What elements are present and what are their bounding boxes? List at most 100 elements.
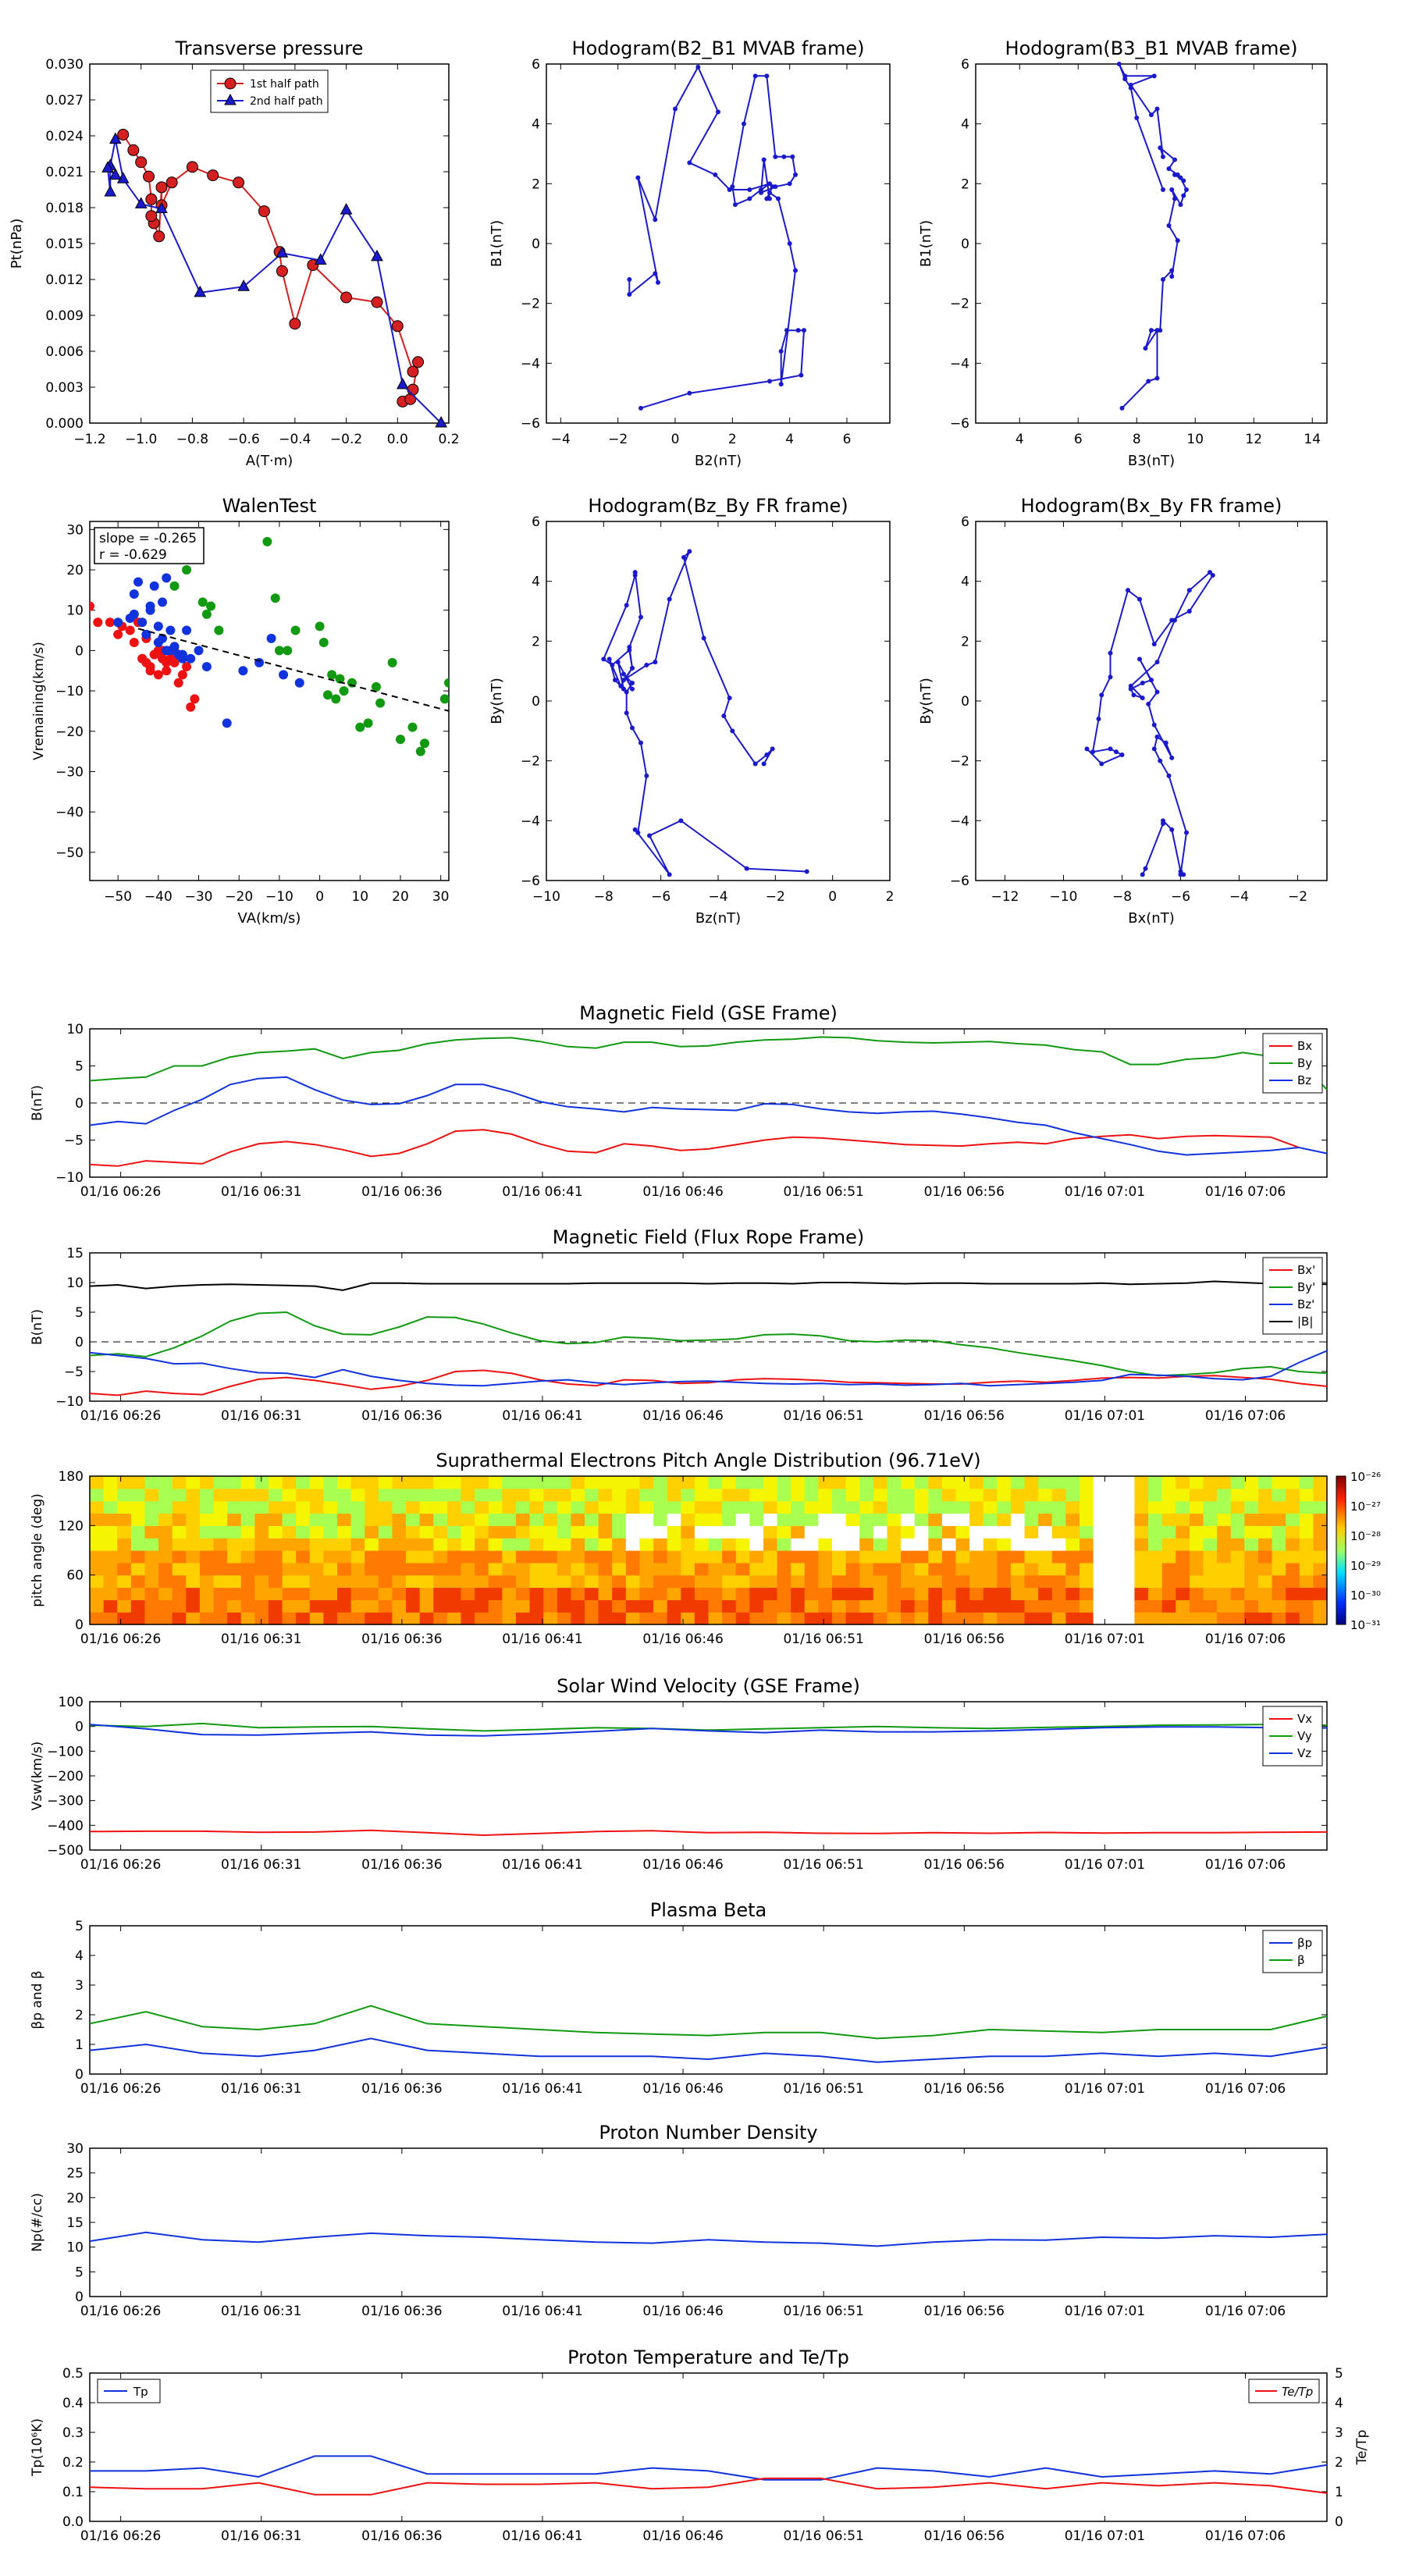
- heatmap-cell: [1244, 1599, 1259, 1613]
- heatmap-cell: [722, 1574, 737, 1589]
- heatmap-cell: [1080, 1500, 1094, 1514]
- heatmap-cell: [1230, 1612, 1245, 1625]
- heatmap-cell: [735, 1574, 750, 1589]
- heatmap-cell: [1189, 1599, 1204, 1613]
- data-point: [371, 249, 383, 262]
- heatmap-cell: [199, 1488, 215, 1502]
- data-point: [790, 154, 795, 159]
- heatmap-cell: [694, 1488, 710, 1502]
- y-tick-label: 120: [59, 1518, 84, 1534]
- y-tick-label: 10: [66, 2240, 84, 2256]
- heatmap-cell: [598, 1587, 613, 1600]
- heatmap-cell: [227, 1612, 242, 1625]
- y-axis-label: B1(nT): [489, 220, 505, 267]
- heatmap-cell: [186, 1513, 201, 1526]
- data-point: [624, 603, 629, 608]
- data-point: [1154, 735, 1160, 739]
- heatmap-cell: [1272, 1525, 1286, 1539]
- heatmap-cell: [585, 1488, 599, 1502]
- heatmap-cell: [337, 1612, 352, 1625]
- heatmap-cell: [529, 1476, 544, 1489]
- heatmap-cell: [777, 1488, 791, 1502]
- x-tick-label: 12: [1245, 432, 1262, 447]
- heatmap-cell: [1080, 1488, 1094, 1502]
- heatmap-cell: [337, 1500, 352, 1514]
- heatmap-cell: [1272, 1574, 1286, 1589]
- data-point: [1181, 178, 1186, 183]
- series-line: [89, 1724, 1328, 1737]
- heatmap-cell: [708, 1513, 723, 1526]
- heatmap-cell: [254, 1574, 269, 1589]
- data-point: [314, 253, 327, 265]
- colorbar-label: 10⁻²⁷: [1350, 1500, 1381, 1514]
- heatmap-cell: [130, 1488, 146, 1502]
- heatmap-cell: [598, 1574, 613, 1589]
- scatter-point: [371, 681, 381, 692]
- heatmap-cell: [1244, 1525, 1259, 1539]
- heatmap-cell: [1065, 1476, 1080, 1489]
- heatmap-cell: [1244, 1550, 1259, 1564]
- scatter-point: [125, 625, 135, 635]
- data-point: [397, 377, 409, 390]
- series-line: [1086, 571, 1215, 876]
- plot-frame: [89, 521, 450, 881]
- scatter-point: [407, 722, 418, 732]
- heatmap-cell: [488, 1500, 503, 1514]
- data-point: [1184, 830, 1189, 835]
- data-point: [624, 689, 629, 695]
- y-tick-label: −10: [55, 684, 84, 699]
- heatmap-cell: [1244, 1476, 1259, 1489]
- heatmap-cell: [1024, 1550, 1039, 1564]
- heatmap-cell: [282, 1612, 297, 1625]
- heatmap-cell: [749, 1500, 764, 1514]
- y-tick-label: 0.021: [45, 165, 84, 180]
- heatmap-cell: [639, 1513, 654, 1526]
- y-tick-label: −500: [47, 1843, 84, 1859]
- heatmap-cell: [612, 1525, 627, 1539]
- heatmap-cell: [350, 1587, 365, 1600]
- heatmap-cell: [1120, 1599, 1136, 1613]
- data-point: [1178, 175, 1183, 180]
- heatmap-cell: [1010, 1538, 1026, 1551]
- data-point: [1151, 722, 1157, 728]
- data-point: [1158, 328, 1163, 333]
- heatmap-cell: [254, 1599, 269, 1613]
- series-line: [89, 2005, 1328, 2040]
- heatmap-cell: [1299, 1599, 1314, 1613]
- heatmap-cell: [199, 1538, 215, 1551]
- heatmap-cell: [585, 1587, 599, 1600]
- data-point: [1208, 570, 1212, 575]
- heatmap-cell: [365, 1476, 379, 1489]
- data-point: [673, 106, 678, 112]
- heatmap-cell: [667, 1562, 681, 1576]
- heatmap-cell: [1038, 1513, 1053, 1526]
- data-point: [804, 869, 809, 874]
- heatmap-cell: [612, 1612, 627, 1625]
- heatmap-cell: [392, 1574, 407, 1589]
- heatmap-cell: [365, 1562, 379, 1576]
- heatmap-cell: [653, 1488, 668, 1502]
- data-point: [1131, 692, 1136, 698]
- heatmap-cell: [749, 1525, 764, 1539]
- y-tick-label: 5: [75, 1919, 84, 1934]
- heatmap-cell: [777, 1538, 791, 1551]
- heatmap-cell: [130, 1476, 146, 1489]
- y-tick-label: −400: [47, 1818, 84, 1834]
- heatmap-cell: [529, 1500, 544, 1514]
- legend-box: [210, 69, 329, 113]
- heatmap-cell: [406, 1574, 421, 1589]
- scatter-point: [197, 597, 208, 607]
- heatmap-cell: [955, 1538, 970, 1551]
- heatmap-cell: [130, 1562, 146, 1576]
- y-tick-label: 2: [532, 176, 540, 192]
- heatmap-cell: [1080, 1525, 1094, 1539]
- heatmap-cell: [832, 1587, 847, 1600]
- heatmap-cell: [1217, 1587, 1232, 1600]
- heatmap-cell: [832, 1550, 847, 1564]
- panel-tp: 0.00.10.20.30.40.501/16 06:26 01/16 06:31…: [30, 2347, 1370, 2544]
- heatmap-cell: [997, 1538, 1012, 1551]
- data-point: [624, 710, 629, 716]
- heatmap-cell: [1093, 1574, 1108, 1589]
- heatmap-cell: [983, 1488, 998, 1502]
